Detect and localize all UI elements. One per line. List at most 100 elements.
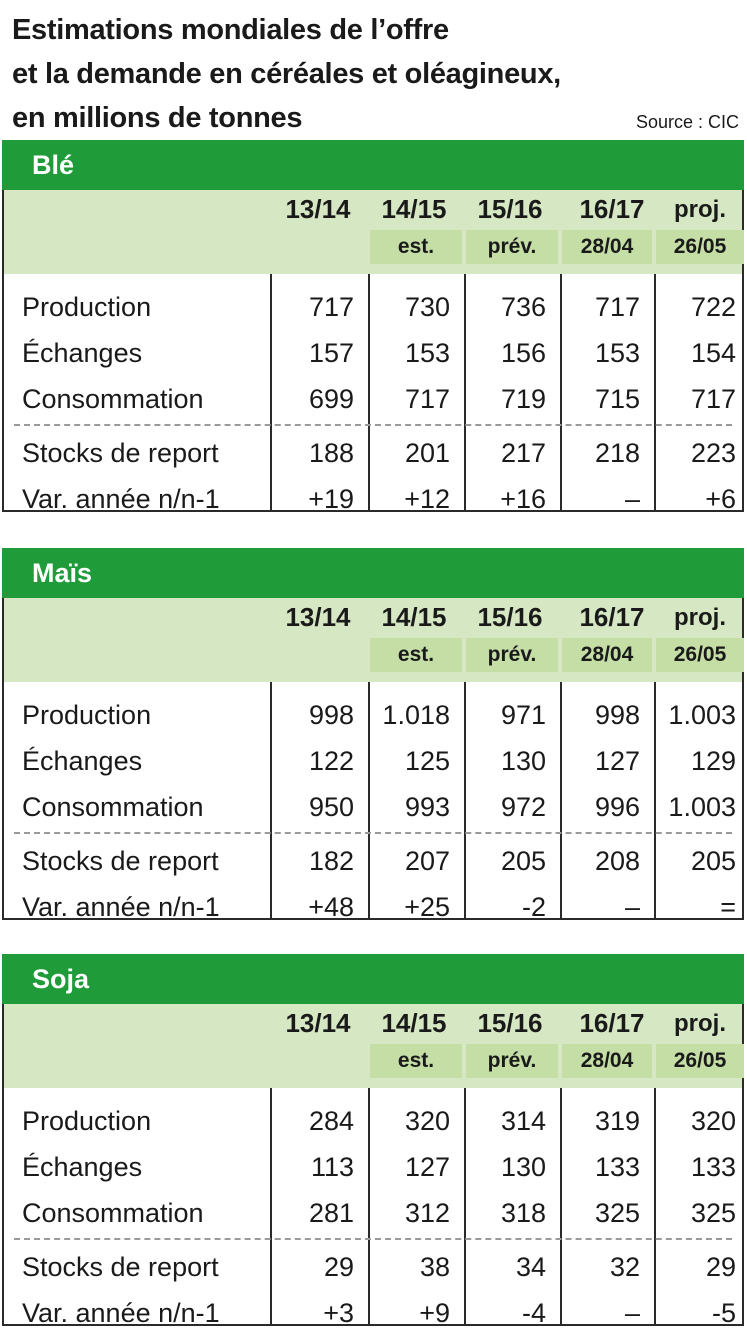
- table-row: Consommation 699 717 719 715 717: [4, 376, 742, 422]
- table-cell: 1.003: [668, 792, 736, 822]
- column-divider: [654, 274, 656, 510]
- row-label: Consommation: [22, 384, 204, 414]
- row-label: Production: [22, 700, 152, 730]
- table-cell: -5: [711, 1298, 736, 1328]
- column-subheader: est.: [370, 638, 462, 672]
- table-cell: 157: [308, 338, 354, 368]
- table-cell: 188: [308, 438, 354, 468]
- table-cell: 314: [500, 1106, 546, 1136]
- column-header: 15/16: [477, 1008, 543, 1038]
- table-cell: 320: [690, 1106, 736, 1136]
- column-divider: [560, 682, 562, 918]
- table-cell: –: [624, 1298, 640, 1328]
- column-header: 15/16: [477, 194, 543, 224]
- title-line-1: Estimations mondiales de l’offre: [12, 14, 449, 46]
- column-subheader: est.: [370, 1044, 462, 1078]
- table-cell: 998: [308, 700, 354, 730]
- column-header: proj.: [674, 196, 726, 223]
- row-label: Stocks de report: [22, 1252, 219, 1282]
- row-separator: [14, 424, 732, 426]
- table-row: Consommation 950 993 972 996 1.003: [4, 784, 742, 830]
- title-line-3: en millions de tonnes: [12, 102, 303, 134]
- table-cell: 1.018: [382, 700, 450, 730]
- table-cell: 950: [308, 792, 354, 822]
- column-header: 16/17: [579, 602, 645, 632]
- table-cell: 312: [404, 1198, 450, 1228]
- table-cell: +25: [404, 892, 450, 922]
- table-row: Stocks de report 29 38 34 32 29: [4, 1244, 742, 1290]
- table-cell: 201: [404, 438, 450, 468]
- table-cell: 325: [594, 1198, 640, 1228]
- table-cell: 154: [690, 338, 736, 368]
- table-cell: +48: [308, 892, 354, 922]
- table-cell: -4: [521, 1298, 546, 1328]
- table-row: Stocks de report 182 207 205 208 205: [4, 838, 742, 884]
- table-cell: 32: [609, 1252, 640, 1282]
- column-subheader: 26/05: [656, 1044, 744, 1078]
- table-cell: 125: [404, 746, 450, 776]
- table-row: Production 284 320 314 319 320: [4, 1098, 742, 1144]
- table-cell: 998: [594, 700, 640, 730]
- table-cell: 122: [308, 746, 354, 776]
- table-cell: +19: [308, 484, 354, 514]
- table-cell: 182: [308, 846, 354, 876]
- table-cell: +12: [404, 484, 450, 514]
- column-divider: [270, 274, 272, 510]
- table-cell: 29: [323, 1252, 354, 1282]
- table-cell: 281: [308, 1198, 354, 1228]
- table-cell: 153: [404, 338, 450, 368]
- column-divider: [654, 1088, 656, 1324]
- table-cell: 133: [690, 1152, 736, 1182]
- column-divider: [560, 274, 562, 510]
- column-divider: [464, 682, 466, 918]
- row-label: Stocks de report: [22, 846, 219, 876]
- table-cell: 717: [594, 292, 640, 322]
- table-row: Consommation 281 312 318 325 325: [4, 1190, 742, 1236]
- column-subheader: 28/04: [562, 1044, 652, 1078]
- column-header: 13/14: [285, 1008, 351, 1038]
- row-label: Var. année n/n-1: [22, 892, 220, 922]
- table-cell: 719: [500, 384, 546, 414]
- column-divider: [368, 274, 370, 510]
- column-subheader: 28/04: [562, 230, 652, 264]
- column-header: proj.: [674, 604, 726, 631]
- column-header: 13/14: [285, 194, 351, 224]
- row-label: Var. année n/n-1: [22, 1298, 220, 1328]
- column-subheader: 26/05: [656, 638, 744, 672]
- table-cell: 325: [690, 1198, 736, 1228]
- column-divider: [368, 1088, 370, 1324]
- table-panel-ble: Blé 13/14 14/15 15/16 16/17 proj. est. prév. 28/…: [2, 140, 744, 514]
- table-cell: +6: [705, 484, 736, 514]
- table-cell: 205: [690, 846, 736, 876]
- table-cell: +9: [419, 1298, 450, 1328]
- table-row: Stocks de report 188 201 217 218 223: [4, 430, 742, 476]
- row-label: Consommation: [22, 792, 204, 822]
- table-cell: 284: [308, 1106, 354, 1136]
- table-cell: –: [624, 892, 640, 922]
- table-cell: +16: [500, 484, 546, 514]
- table-row: Échanges 122 125 130 127 129: [4, 738, 742, 784]
- table-cell: 130: [500, 746, 546, 776]
- table-cell: 715: [594, 384, 640, 414]
- table-cell: 153: [594, 338, 640, 368]
- table-cell: 156: [500, 338, 546, 368]
- row-separator: [14, 832, 732, 834]
- table-cell: 993: [404, 792, 450, 822]
- table-row: Var. année n/n-1 +48 +25 -2 – =: [4, 884, 742, 930]
- column-header: 16/17: [579, 1008, 645, 1038]
- table-cell: 972: [500, 792, 546, 822]
- table-cell: 129: [690, 746, 736, 776]
- table-cell: 127: [594, 746, 640, 776]
- column-header: 14/15: [381, 1008, 447, 1038]
- table-cell: 996: [594, 792, 640, 822]
- column-divider: [464, 1088, 466, 1324]
- table-cell: 717: [308, 292, 354, 322]
- row-label: Stocks de report: [22, 438, 219, 468]
- table-row: Production 998 1.018 971 998 1.003: [4, 692, 742, 738]
- table-cell: 217: [500, 438, 546, 468]
- table-cell: +3: [323, 1298, 354, 1328]
- table-cell: 113: [310, 1152, 354, 1182]
- table-cell: 130: [500, 1152, 546, 1182]
- column-header: 14/15: [381, 194, 447, 224]
- table-cell: 223: [690, 438, 736, 468]
